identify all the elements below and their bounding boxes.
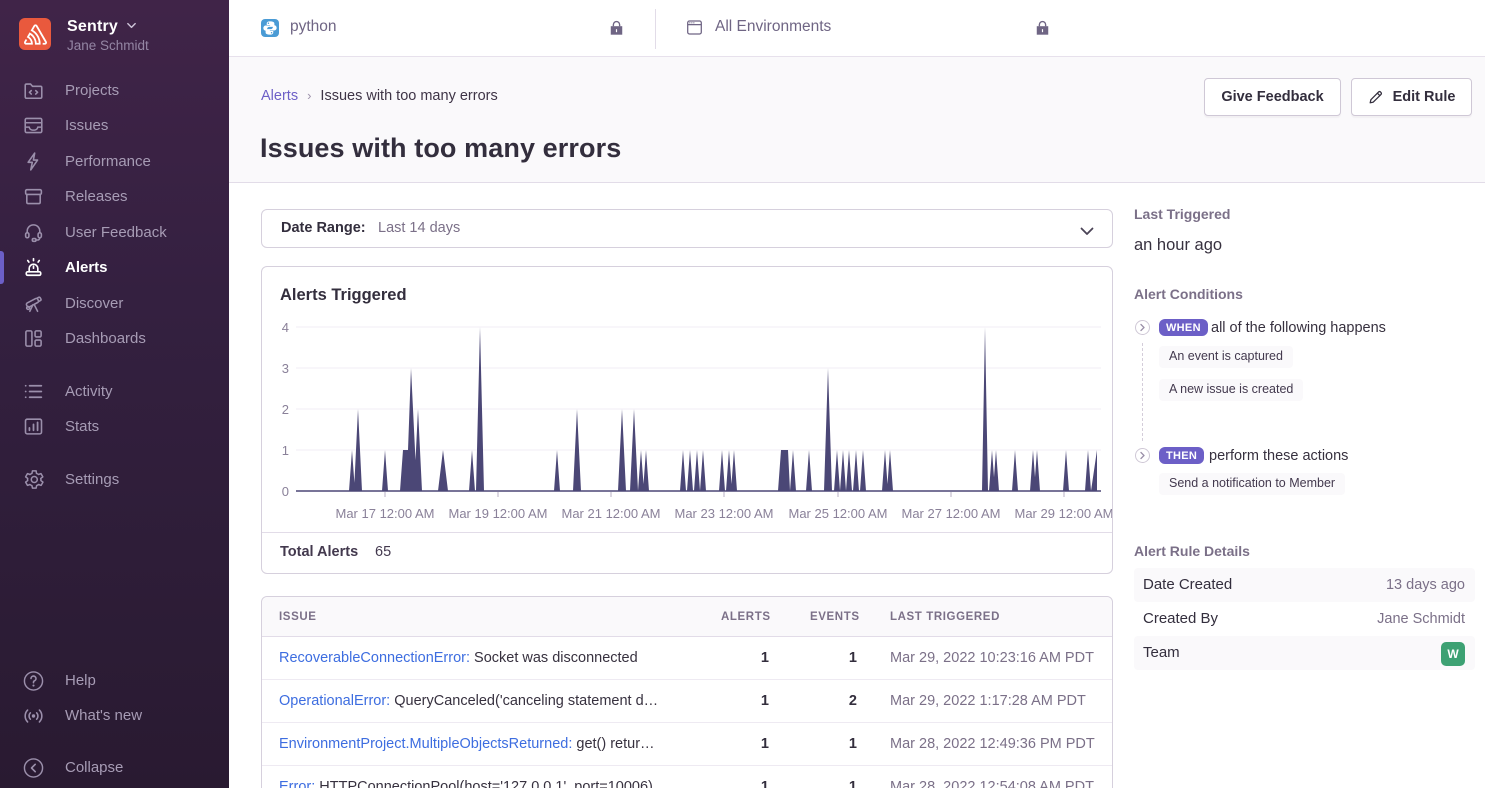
- svg-text:Mar 21 12:00 AM: Mar 21 12:00 AM: [562, 506, 661, 521]
- svg-text:Mar 19 12:00 AM: Mar 19 12:00 AM: [449, 506, 548, 521]
- svg-text:Mar 29 12:00 AM: Mar 29 12:00 AM: [1015, 506, 1113, 521]
- svg-text:0: 0: [282, 484, 289, 499]
- svg-text:1: 1: [282, 443, 289, 458]
- svg-text:2: 2: [282, 402, 289, 417]
- svg-text:Mar 23 12:00 AM: Mar 23 12:00 AM: [675, 506, 774, 521]
- svg-text:Mar 17 12:00 AM: Mar 17 12:00 AM: [336, 506, 435, 521]
- svg-text:Mar 27 12:00 AM: Mar 27 12:00 AM: [902, 506, 1001, 521]
- svg-text:4: 4: [282, 320, 289, 335]
- svg-text:Mar 25 12:00 AM: Mar 25 12:00 AM: [789, 506, 888, 521]
- svg-text:3: 3: [282, 361, 289, 376]
